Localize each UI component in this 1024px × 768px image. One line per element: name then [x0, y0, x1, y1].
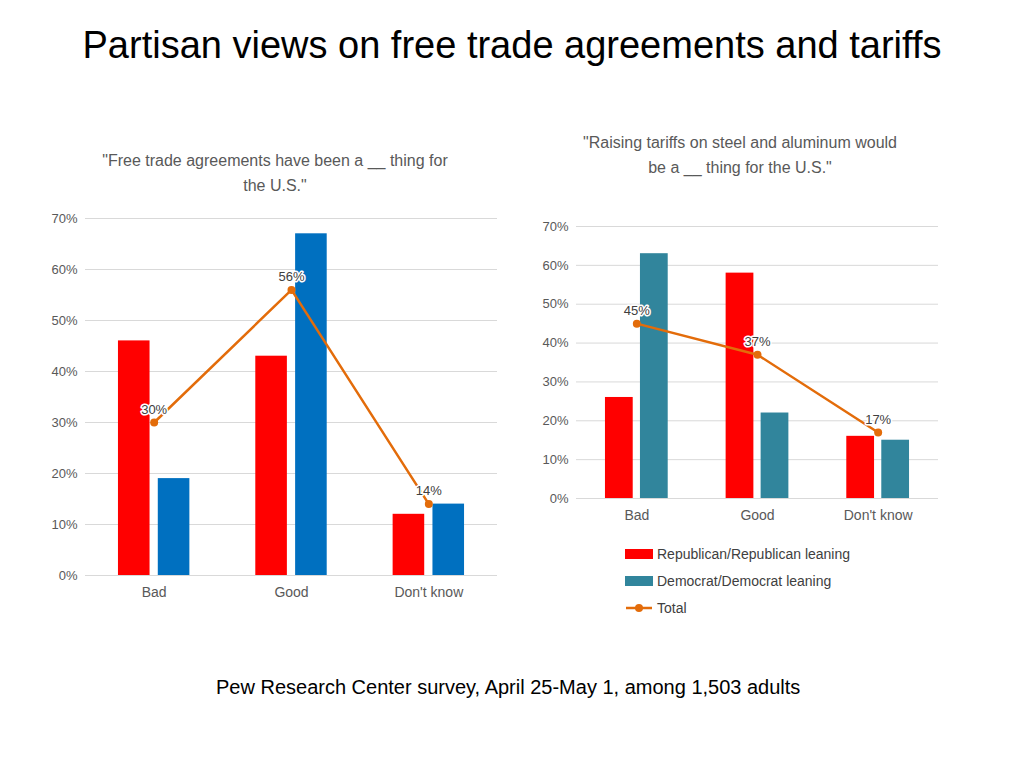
- svg-text:Good: Good: [740, 507, 774, 523]
- svg-text:Good: Good: [274, 584, 308, 600]
- svg-text:Bad: Bad: [142, 584, 167, 600]
- html-text:"Raising tariffs on steel and: "Raising tariffs on steel and aluminum w…: [583, 134, 897, 176]
- svg-text:40%: 40%: [51, 364, 77, 379]
- svg-text:14%: 14%: [416, 483, 442, 498]
- svg-text:20%: 20%: [542, 413, 568, 428]
- html-text:Democrat/Democrat leaning: Democrat/Democrat leaning: [657, 572, 832, 589]
- svg-text:56%: 56%: [278, 269, 304, 284]
- svg-text:70%: 70%: [51, 211, 77, 226]
- svg-text:45%: 45%: [624, 303, 650, 318]
- html-text:Total: Total: [657, 599, 687, 616]
- svg-text:30%: 30%: [141, 402, 167, 417]
- svg-text:60%: 60%: [51, 262, 77, 277]
- svg-text:10%: 10%: [542, 452, 568, 467]
- svg-text:50%: 50%: [542, 296, 568, 311]
- svg-text:Don't know: Don't know: [394, 584, 464, 600]
- html-text:"Free trade agreements have be: "Free trade agreements have been a __ th…: [102, 152, 448, 194]
- svg-text:70%: 70%: [542, 219, 568, 234]
- svg-text:40%: 40%: [542, 335, 568, 350]
- svg-text:17%: 17%: [865, 412, 891, 427]
- html-text:Pew Research Center survey, Ap: Pew Research Center survey, April 25-May…: [216, 676, 801, 698]
- svg-text:0%: 0%: [550, 491, 569, 506]
- svg-text:30%: 30%: [542, 374, 568, 389]
- svg-text:0%: 0%: [59, 568, 78, 583]
- svg-text:50%: 50%: [51, 313, 77, 328]
- svg-text:37%: 37%: [744, 334, 770, 349]
- svg-text:10%: 10%: [51, 517, 77, 532]
- html-text:Republican/Republican leaning: Republican/Republican leaning: [657, 545, 850, 562]
- svg-text:30%: 30%: [51, 415, 77, 430]
- svg-text:Don't know: Don't know: [844, 507, 914, 523]
- svg-text:20%: 20%: [51, 466, 77, 481]
- svg-text:Bad: Bad: [624, 507, 649, 523]
- svg-text:60%: 60%: [542, 258, 568, 273]
- html-text:Partisan views on free trade a: Partisan views on free trade agreements …: [82, 24, 942, 66]
